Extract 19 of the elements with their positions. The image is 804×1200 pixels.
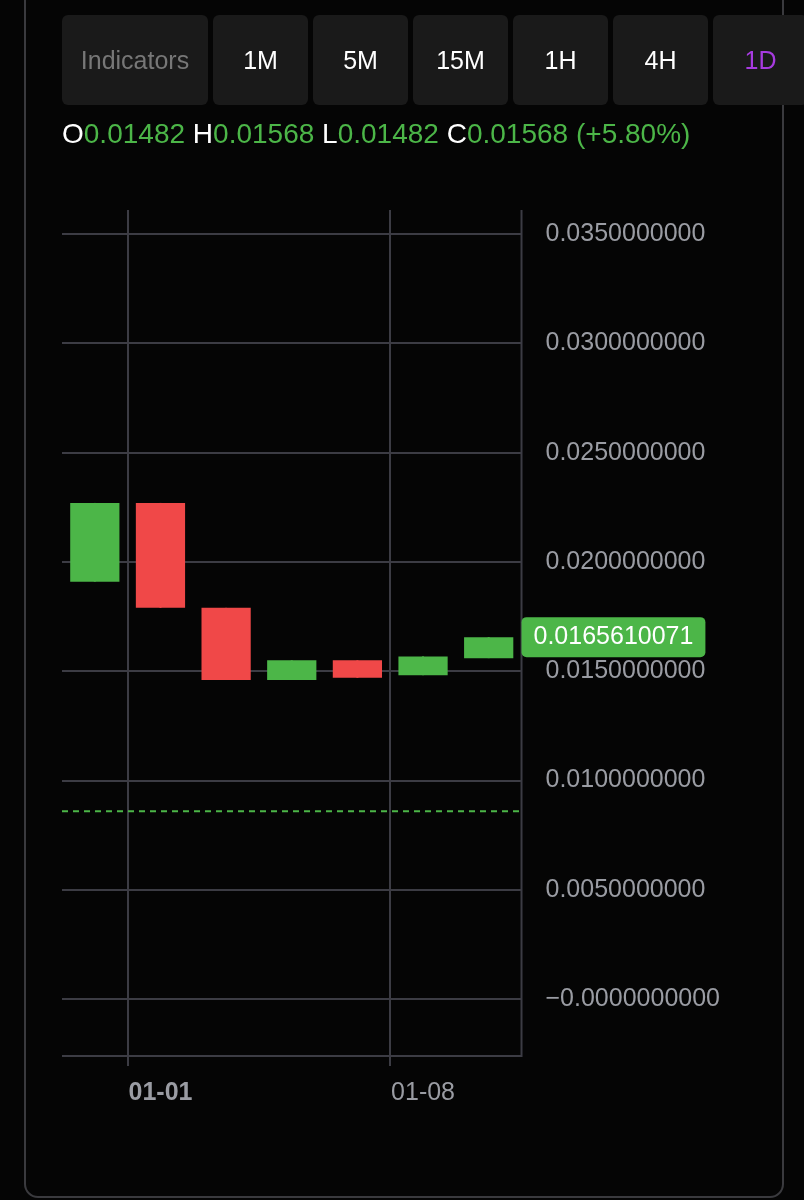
- y-tick-label: 0.0200000000: [545, 545, 706, 574]
- y-tick-label: 0.0250000000: [545, 436, 706, 465]
- y-tick-label: 0.0100000000: [545, 764, 706, 793]
- y-tick-label: 0.0300000000: [545, 327, 706, 356]
- text: 4H: [613, 15, 708, 105]
- text: 0.0165610071: [533, 621, 694, 650]
- x-tick-label: 01-08: [391, 1076, 456, 1105]
- x-tick-label: 01-01: [128, 1076, 193, 1105]
- text: 5M: [313, 15, 408, 105]
- text: O0.01482 H0.01568 L0.01482 C0.01568 (+5.80%): [62, 118, 691, 149]
- text: 1D: [713, 15, 804, 105]
- text: 1H: [513, 15, 608, 105]
- text: 1M: [213, 15, 308, 105]
- y-tick-label: 0.0150000000: [545, 655, 706, 684]
- y-tick-label: −0.0000000000: [545, 983, 721, 1012]
- text: 15M: [413, 15, 508, 105]
- y-tick-label: 0.0350000000: [545, 217, 706, 246]
- text: Indicators: [62, 15, 208, 105]
- y-tick-label: 0.0050000000: [545, 873, 706, 902]
